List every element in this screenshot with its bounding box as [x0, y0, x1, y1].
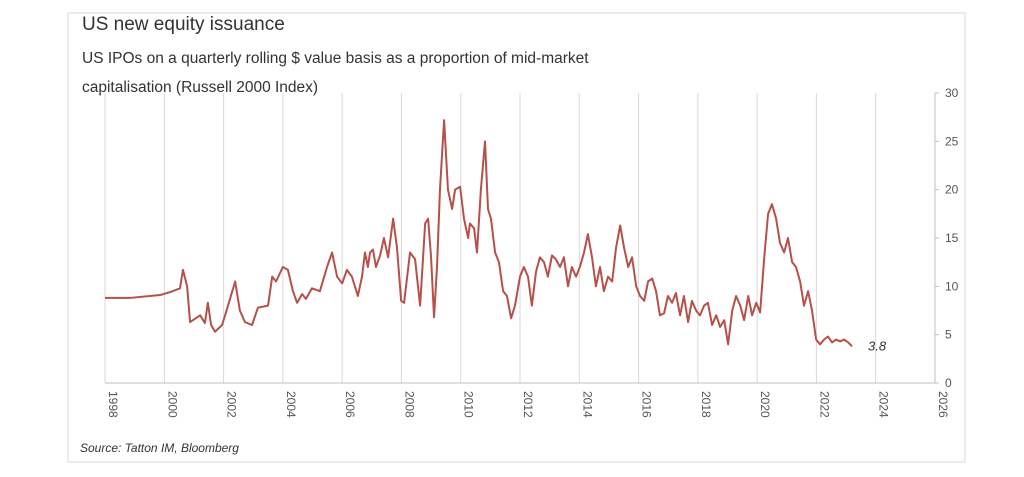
x-tick-label: 2014: [580, 391, 594, 418]
x-tick-label: 2024: [877, 391, 891, 418]
x-tick-label: 2016: [640, 391, 654, 418]
chart-subtitle: US IPOs on a quarterly rolling $ value b…: [82, 50, 589, 67]
x-tick-label: 2002: [225, 391, 239, 418]
y-tick-label: 20: [945, 183, 959, 197]
x-tick-label: 2000: [165, 391, 179, 418]
source-note: Source: Tatton IM, Bloomberg: [80, 441, 239, 455]
x-tick-label: 2020: [758, 391, 772, 418]
y-tick-label: 10: [945, 279, 959, 293]
y-tick-label: 15: [945, 231, 959, 245]
y-tick-label: 0: [945, 376, 952, 390]
x-tick-label: 2004: [284, 391, 298, 418]
x-tick-label: 2026: [936, 391, 950, 418]
annotation: 3.8: [868, 338, 887, 353]
x-tick-label: 2022: [817, 391, 831, 418]
x-tick-label: 2010: [462, 391, 476, 418]
chart-title: US new equity issuance: [82, 14, 285, 35]
x-tick-label: 2008: [402, 391, 416, 418]
y-tick-label: 5: [945, 328, 952, 342]
x-tick-label: 2012: [521, 391, 535, 418]
y-tick-label: 25: [945, 134, 959, 148]
chart-frame: [67, 12, 966, 463]
x-tick-label: 1998: [106, 391, 120, 418]
y-tick-label: 30: [945, 86, 959, 100]
x-tick-label: 2006: [343, 391, 357, 418]
x-tick-label: 2018: [699, 391, 713, 418]
data-line: [105, 119, 853, 347]
chart-subtitle: capitalisation (Russell 2000 Index): [82, 79, 318, 96]
